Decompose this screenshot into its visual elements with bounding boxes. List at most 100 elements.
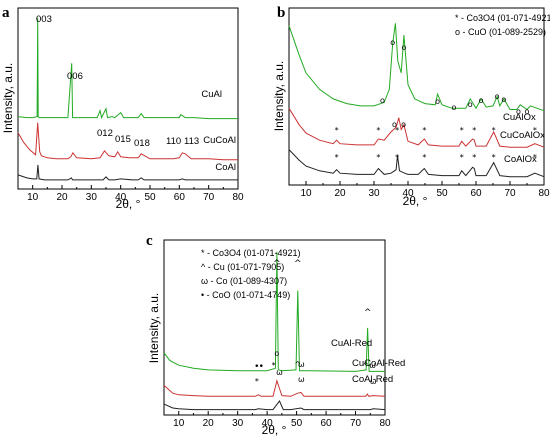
phase-marker: *	[376, 126, 380, 135]
series-line-coal	[17, 164, 238, 181]
phase-marker: ο	[380, 96, 385, 105]
phase-marker: •	[259, 362, 264, 372]
x-tick-label: 30	[232, 418, 244, 429]
x-tick-label: 60	[321, 418, 333, 429]
peak-label-015: 015	[115, 134, 131, 145]
phase-marker: ω	[369, 361, 376, 370]
series-line-cucoalox	[288, 108, 545, 148]
panel-a-xlabel: 2θ, °	[116, 197, 141, 211]
x-tick-label: 80	[232, 192, 244, 203]
panel-c-letter: c	[146, 233, 153, 249]
series-line-coalox	[288, 149, 545, 178]
phase-marker: ο	[525, 107, 530, 116]
panel-a-frame	[17, 7, 239, 190]
phase-marker: *	[492, 153, 496, 162]
phase-marker: *	[492, 126, 496, 135]
phase-marker: ω	[298, 360, 305, 369]
phase-marker: ο	[479, 96, 484, 105]
phase-marker: *	[255, 377, 259, 386]
phase-marker: ω	[298, 375, 305, 384]
phase-marker: ^	[362, 361, 369, 370]
panel-b: 10 20 30 40 50 60 70 80 b 2θ, ° Intensity, a.u.…	[272, 5, 550, 208]
series-label-coal: CoAl	[215, 162, 236, 173]
phase-marker: *	[533, 153, 537, 162]
series-label-cual: CuAl	[201, 89, 222, 100]
x-tick-label: 50	[144, 192, 156, 203]
x-tick-label: 20	[203, 418, 215, 429]
phase-marker: ο	[392, 120, 397, 129]
x-tick-label: 80	[379, 418, 391, 429]
x-tick-label: 10	[300, 188, 312, 199]
series-label-cucoal-red: CuCoAl-Red	[352, 358, 405, 369]
panel-a-ylabel: Intensity, a.u.	[1, 63, 15, 133]
phase-marker: ^	[273, 259, 281, 269]
phase-marker: ο	[468, 100, 473, 109]
legend-c-cu: ^ - Cu (01-071-7905)	[201, 262, 284, 272]
series-label-coal-red: CoAl-Red	[352, 374, 393, 385]
series-label-coalox: CoAlOx	[504, 154, 537, 165]
x-tick-label: 20	[334, 188, 346, 199]
phase-marker: ο	[451, 103, 456, 112]
panel-b-frame	[288, 7, 545, 186]
phase-marker: ο	[401, 43, 406, 52]
peak-label-012: 012	[97, 128, 113, 139]
phase-marker: ^	[294, 360, 301, 369]
phase-marker: *	[335, 126, 339, 135]
panel-a: 10 20 30 40 50 60 70 80 a 2θ, ° Intensity, a.u.…	[1, 5, 244, 211]
x-tick-label: 80	[538, 188, 550, 199]
peak-label-006: 006	[67, 71, 83, 82]
panel-c-frame	[163, 239, 386, 416]
phase-marker: *	[395, 153, 399, 162]
panel-b-ylabel: Intensity, a.u.	[272, 61, 286, 131]
legend-b-co3o4: * - Co3O4 (01-071-4921)	[455, 13, 550, 23]
legend-b-cuo: ο - CuO (01-089-2529)	[455, 27, 546, 37]
phase-marker: *	[395, 126, 399, 135]
phase-marker: ο	[435, 97, 440, 106]
x-tick-label: 20	[56, 192, 68, 203]
legend-c-co3o4: * - Co3O4 (01-071-4921)	[201, 248, 301, 258]
phase-marker: *	[376, 153, 380, 162]
legend-c-co: ω - Co (01-089-4307)	[201, 276, 287, 286]
series-label-cual-red: CuAl-Red	[331, 338, 372, 349]
peak-label-110: 110	[166, 136, 181, 147]
phase-marker: ο	[495, 92, 500, 101]
panel-c-xlabel: 2θ, °	[262, 423, 287, 437]
phase-marker: ο	[501, 95, 506, 104]
x-tick-label: 50	[291, 418, 303, 429]
x-tick-label: 40	[262, 418, 274, 429]
series-line-cual	[17, 18, 238, 120]
phase-marker: ω	[276, 368, 283, 377]
series-line-cual-red	[163, 251, 385, 372]
peak-label-003: 003	[36, 14, 52, 25]
series-label-cucoal: CuCoAl	[203, 135, 236, 146]
x-tick-label: 30	[86, 192, 98, 203]
phase-marker: *	[460, 153, 464, 162]
series-line-coal-red	[163, 400, 386, 411]
x-tick-label: 40	[402, 188, 414, 199]
series-line-cucoal	[17, 122, 238, 161]
phase-marker: ο	[401, 120, 406, 129]
phase-marker: *	[472, 126, 476, 135]
phase-marker: *	[472, 153, 476, 162]
peak-label-113: 113	[184, 136, 199, 147]
panel-b-letter: b	[277, 5, 285, 21]
panel-a-letter: a	[2, 5, 10, 21]
panel-c: 10 20 30 40 50 60 70 80 c 2θ, ° Intensity, a.u.…	[146, 233, 405, 437]
phase-marker: *	[335, 153, 339, 162]
x-tick-label: 70	[350, 418, 362, 429]
phase-marker: ο	[516, 107, 521, 116]
phase-marker: ^	[294, 259, 302, 269]
x-tick-label: 40	[115, 192, 127, 203]
series-label-cucoalox: CuCoAlOx	[500, 130, 545, 141]
phase-marker: *	[272, 361, 276, 370]
x-tick-label: 50	[436, 188, 448, 199]
legend-c-coo: • - CoO (01-071-4749)	[201, 290, 290, 300]
x-tick-label: 30	[368, 188, 380, 199]
x-tick-label: 60	[470, 188, 482, 199]
phase-marker: ω	[370, 377, 377, 386]
series-line-cualox	[288, 23, 545, 112]
x-tick-label: 70	[504, 188, 516, 199]
x-tick-label: 10	[173, 418, 185, 429]
